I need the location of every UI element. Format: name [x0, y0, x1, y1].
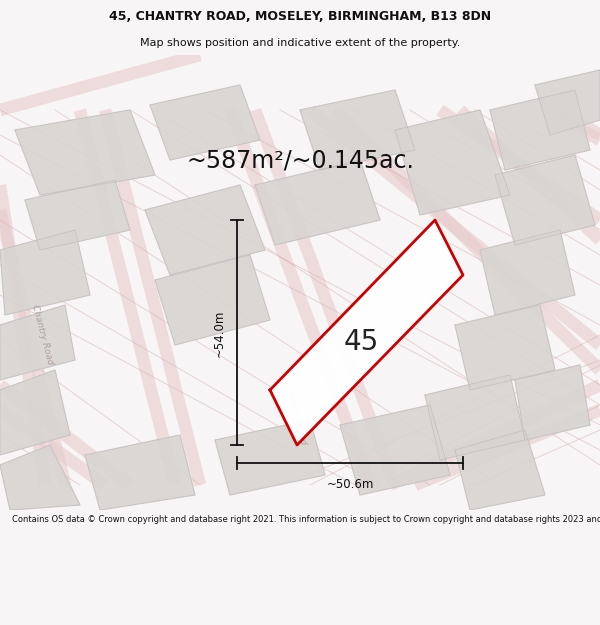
Polygon shape [85, 435, 195, 510]
Polygon shape [155, 255, 270, 345]
Text: Contains OS data © Crown copyright and database right 2021. This information is : Contains OS data © Crown copyright and d… [12, 515, 600, 524]
Text: ~50.6m: ~50.6m [326, 479, 374, 491]
Polygon shape [425, 375, 525, 460]
Polygon shape [150, 85, 260, 160]
Polygon shape [300, 90, 415, 170]
Text: Map shows position and indicative extent of the property.: Map shows position and indicative extent… [140, 38, 460, 48]
Text: ~587m²/~0.145ac.: ~587m²/~0.145ac. [186, 148, 414, 172]
Polygon shape [455, 305, 555, 390]
Polygon shape [15, 110, 155, 195]
Polygon shape [0, 370, 70, 455]
Polygon shape [0, 230, 90, 315]
Polygon shape [215, 420, 325, 495]
Polygon shape [490, 90, 590, 170]
Polygon shape [455, 430, 545, 510]
Polygon shape [0, 305, 75, 380]
Polygon shape [340, 405, 450, 495]
Text: 45, CHANTRY ROAD, MOSELEY, BIRMINGHAM, B13 8DN: 45, CHANTRY ROAD, MOSELEY, BIRMINGHAM, B… [109, 10, 491, 23]
Polygon shape [395, 110, 510, 215]
Polygon shape [145, 185, 265, 275]
Polygon shape [270, 220, 463, 445]
Polygon shape [495, 155, 595, 245]
Polygon shape [535, 70, 600, 135]
Polygon shape [255, 160, 380, 245]
Polygon shape [25, 180, 130, 250]
Polygon shape [515, 365, 590, 440]
Text: ~54.0m: ~54.0m [212, 309, 226, 357]
Text: Chantry Road: Chantry Road [283, 384, 307, 446]
Text: Chantry Road: Chantry Road [29, 304, 55, 366]
Polygon shape [0, 445, 80, 510]
Polygon shape [480, 230, 575, 315]
Text: 45: 45 [344, 329, 379, 356]
